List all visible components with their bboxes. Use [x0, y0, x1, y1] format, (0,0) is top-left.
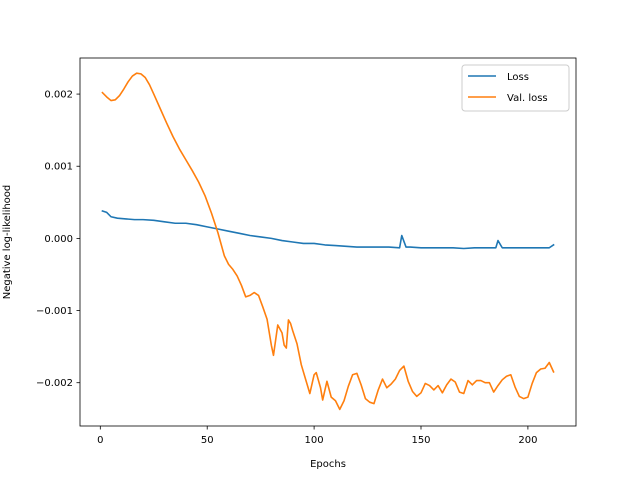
axes-frame: [79, 57, 577, 427]
x-tick-label: 100: [305, 435, 324, 446]
x-tick-label: 200: [518, 435, 537, 446]
plot-area: [80, 58, 576, 426]
x-axis-ticks: 0 50 100 150 200: [97, 426, 537, 446]
series-line-val-loss: [101, 72, 555, 411]
x-tick-label: 0: [97, 435, 103, 446]
y-tick-label: 0.002: [44, 90, 73, 101]
x-axis-label: Epochs: [310, 459, 346, 470]
x-tick-label: 50: [201, 435, 214, 446]
legend-label-val-loss: Val. loss: [507, 93, 548, 104]
series-line-loss: [101, 209, 555, 250]
y-axis-label: Negative log-likelihood: [2, 185, 13, 300]
y-tick-label: −0.001: [36, 306, 73, 317]
y-tick-label: 0.000: [44, 234, 73, 245]
y-tick-label: 0.001: [44, 162, 73, 173]
legend-label-loss: Loss: [507, 72, 529, 83]
axes-border: [79, 57, 577, 427]
y-tick-label: −0.002: [36, 378, 73, 389]
x-tick-label: 150: [411, 435, 430, 446]
legend: Loss Val. loss: [461, 64, 570, 112]
y-axis-ticks: −0.002 −0.001 0.000 0.001 0.002: [36, 90, 80, 389]
series-layer: [101, 72, 555, 411]
